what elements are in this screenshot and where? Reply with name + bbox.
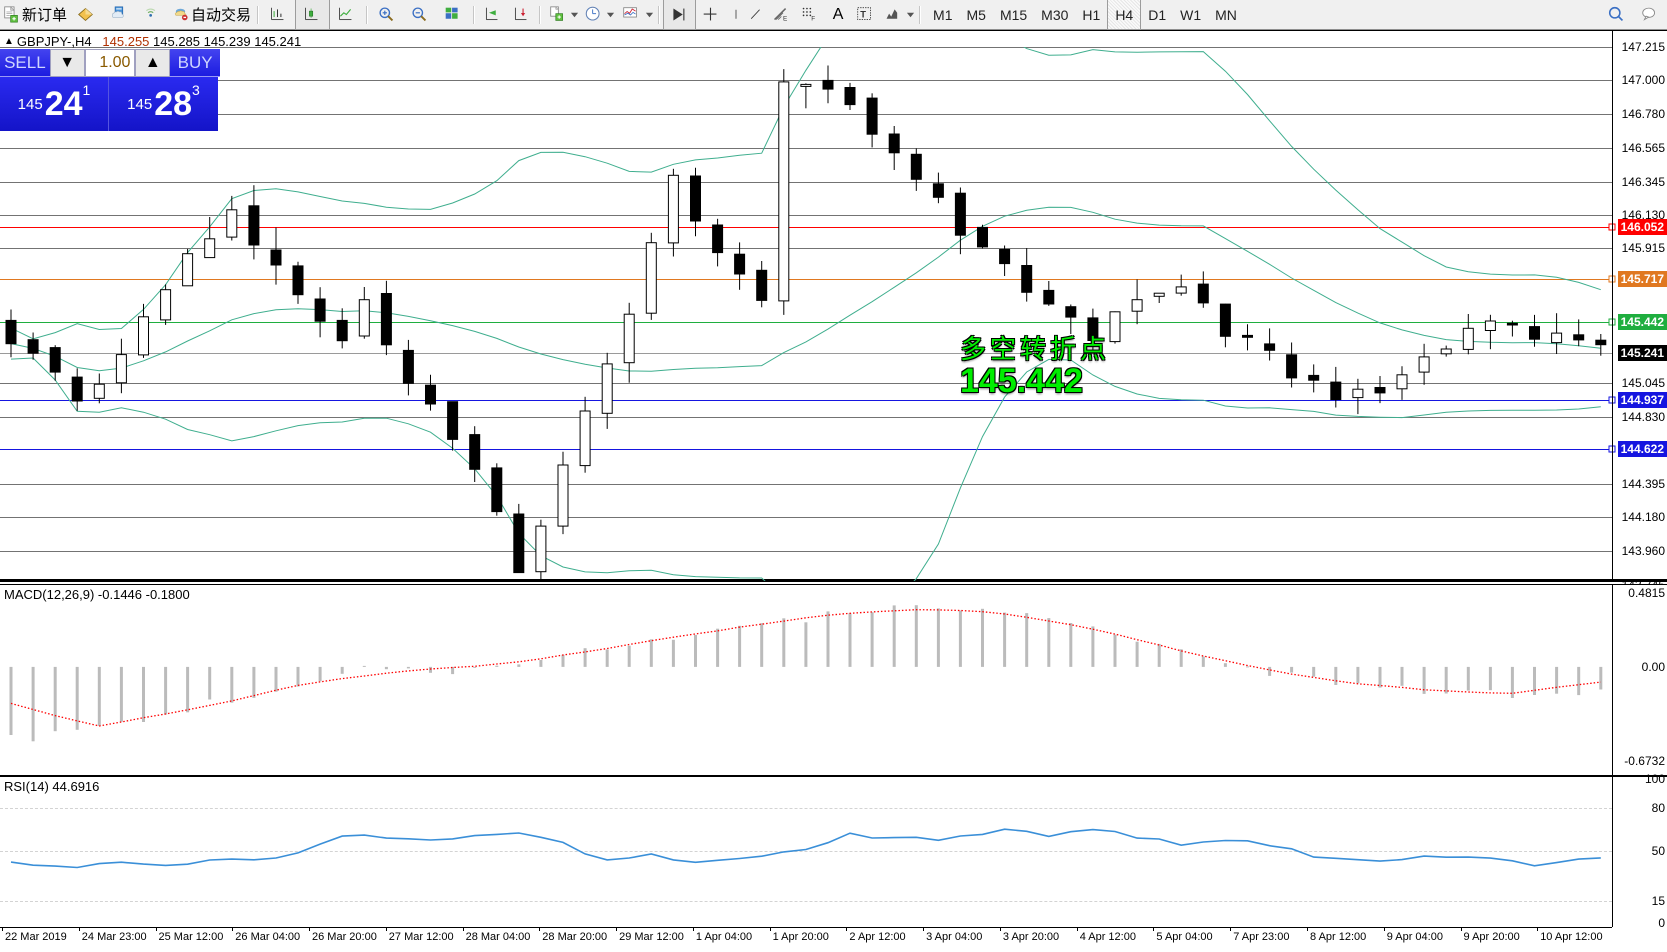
- svg-text:E: E: [783, 15, 787, 22]
- svg-text:T: T: [860, 9, 866, 19]
- svg-text:F: F: [811, 15, 815, 22]
